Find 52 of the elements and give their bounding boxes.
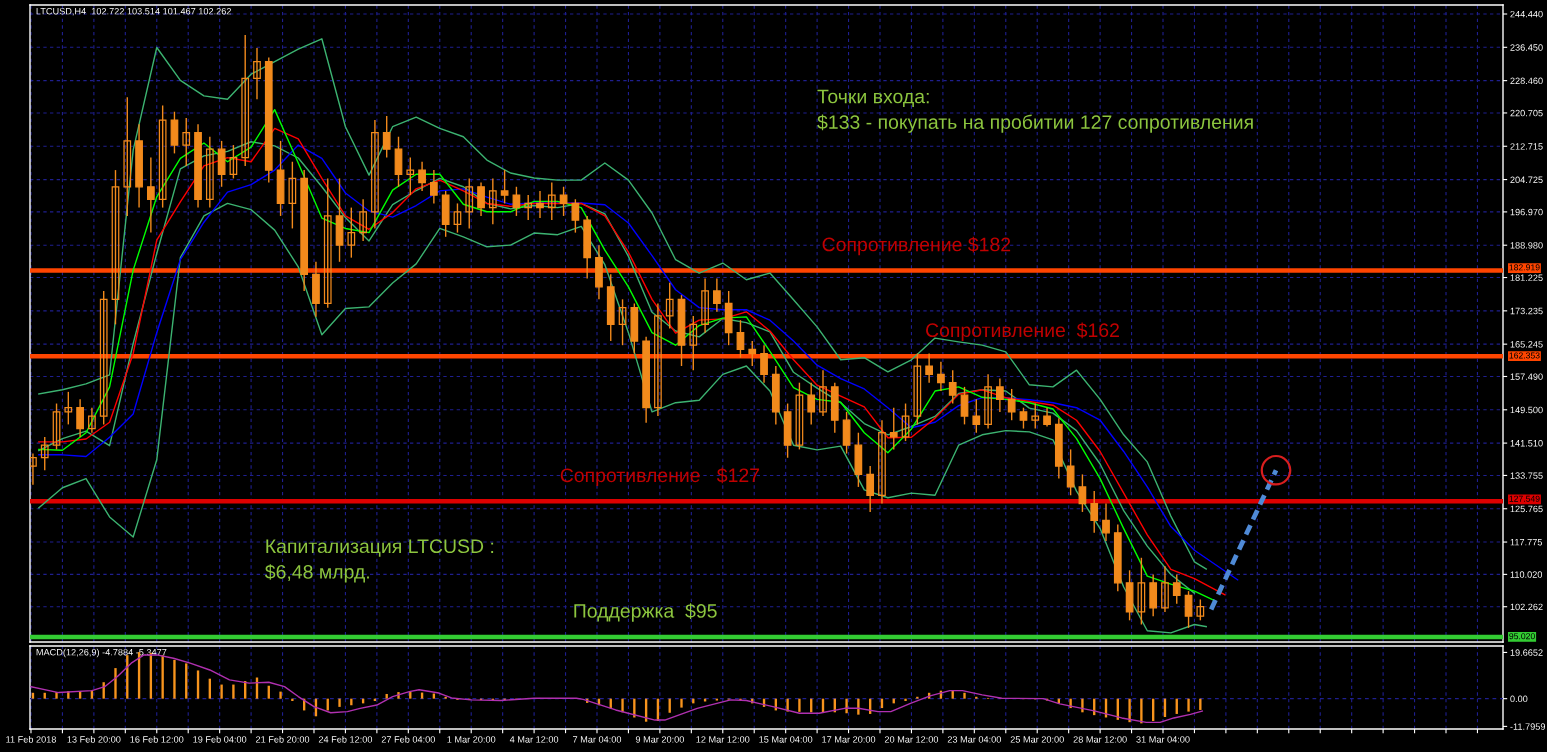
x-tick-label: 28 Mar 12:00 xyxy=(1073,736,1127,743)
y-tick-label: 125.765 xyxy=(1510,505,1543,513)
y-tick-label: -11.7959 xyxy=(1510,723,1546,730)
x-tick-label: 20 Mar 12:00 xyxy=(884,736,939,743)
y-tick-label: 133.755 xyxy=(1510,472,1543,479)
x-tick-label: 24 Feb 12:00 xyxy=(318,735,373,743)
y-tick-label: 102.262 xyxy=(1510,603,1543,611)
y-tick-label: 212.715 xyxy=(1510,143,1543,150)
chart-title: LTCUSD,H4 102.722 103.514 101.467 102.262 xyxy=(36,7,231,16)
y-tick-label: 181.225 xyxy=(1510,274,1543,281)
y-tick-label: 141.510 xyxy=(1510,440,1543,447)
y-tick-label: 110.020 xyxy=(1510,571,1543,578)
x-tick-label: 15 Mar 04:00 xyxy=(759,736,813,743)
annotation: Сопротивление $162 xyxy=(926,322,1119,341)
x-tick-label: 4 Mar 12:00 xyxy=(509,736,559,743)
x-tick-label: 16 Feb 12:00 xyxy=(130,735,184,743)
x-tick-label: 9 Mar 20:00 xyxy=(635,736,684,743)
x-tick-label: 7 Mar 04:00 xyxy=(573,736,622,743)
y-tick-label: 117.775 xyxy=(1510,539,1543,546)
x-tick-label: 27 Feb 04:00 xyxy=(381,735,435,743)
x-tick-label: 25 Mar 20:00 xyxy=(1010,736,1064,743)
y-tick-label: 188.980 xyxy=(1510,242,1543,249)
x-tick-label: 11 Feb 2018 xyxy=(6,735,56,743)
x-tick-label: 17 Mar 20:00 xyxy=(822,736,876,743)
x-tick-label: 1 Mar 20:00 xyxy=(447,736,496,743)
y-tick-label: 0.00 xyxy=(1510,695,1528,703)
y-tick-label: 157.490 xyxy=(1510,373,1543,380)
annotation: Сопротивление $182 xyxy=(822,236,1011,256)
y-tick-label: 165.245 xyxy=(1510,341,1543,348)
annotation: Точки входа: $133 - покупать на пробитии 127 сопротивления xyxy=(817,89,1253,133)
y-tick-label: 228.460 xyxy=(1510,77,1543,85)
y-tick-label: 19.6652 xyxy=(1510,649,1543,656)
y-tick-label: 204.725 xyxy=(1510,176,1543,183)
annotation: Поддержка $95 xyxy=(574,603,717,622)
y-tick-label: 149.500 xyxy=(1510,406,1543,414)
y-tick-label: 173.235 xyxy=(1510,307,1543,315)
annotation: Капитализация LTCUSD : $6,48 млрд. xyxy=(265,539,494,583)
y-tick-label: 236.450 xyxy=(1510,44,1543,51)
x-tick-label: 21 Feb 20:00 xyxy=(255,735,310,743)
x-tick-label: 23 Mar 04:00 xyxy=(947,736,1001,743)
y-tick-label: 196.970 xyxy=(1510,208,1543,216)
ref-line-label: 95.020 xyxy=(1509,633,1535,640)
x-tick-label: 31 Mar 04:00 xyxy=(1136,736,1190,743)
annotation: Сопротивление $127 xyxy=(560,467,760,487)
x-tick-label: 13 Feb 20:00 xyxy=(67,735,121,743)
x-tick-label: 19 Feb 04:00 xyxy=(193,735,247,743)
x-tick-label: 12 Mar 12:00 xyxy=(696,736,750,743)
ref-line-label: 182.919 xyxy=(1509,264,1540,271)
y-tick-label: 244.440 xyxy=(1510,10,1543,18)
y-tick-label: 220.705 xyxy=(1510,109,1543,117)
ref-line-label: 162.353 xyxy=(1509,352,1540,359)
ref-line-label: 127.549 xyxy=(1509,495,1540,502)
